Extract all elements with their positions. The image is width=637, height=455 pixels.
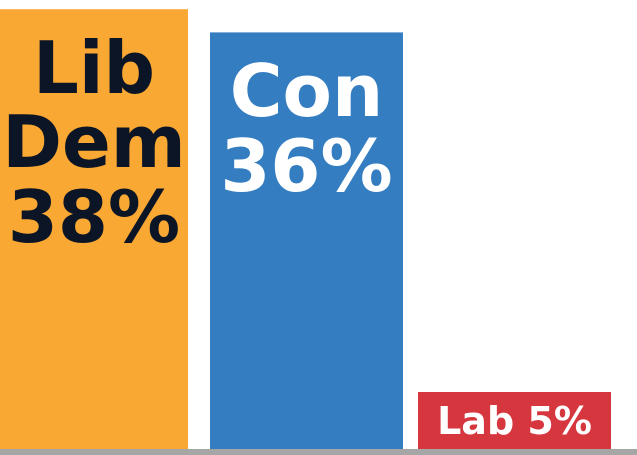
bar-lab [418,392,611,450]
bar-label-line: 36% [220,123,393,208]
bar-label-line: Dem [2,100,186,185]
bar-label-con: Con 36% [210,54,403,202]
bar-label-lab: Lab 5% [418,402,611,440]
bar-label-lib-dem: Lib Dem 38% [0,26,188,259]
bar-label-line: Con [229,49,384,134]
bar-con [210,32,403,451]
bar-label-line: Lab 5% [437,399,592,443]
bar-label-line: Lib [32,26,156,111]
bar-lib-dem [0,9,188,450]
bar-label-line: 38% [7,174,181,259]
chart-baseline [0,449,637,455]
